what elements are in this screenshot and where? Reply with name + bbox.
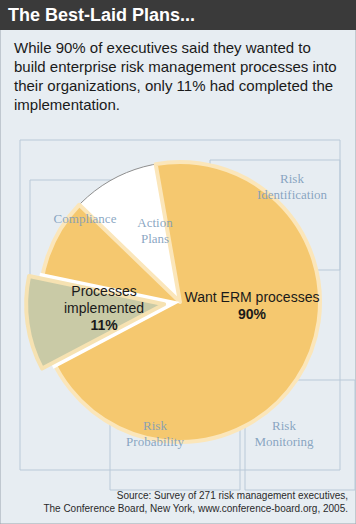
svg-text:Identification: Identification: [257, 187, 328, 202]
svg-text:Want ERM processes: Want ERM processes: [185, 289, 320, 305]
svg-text:Risk: Risk: [280, 171, 304, 186]
svg-text:While 90% of executives said t: While 90% of executives said they wanted…: [14, 39, 315, 56]
svg-text:Source: Survey of 271 risk man: Source: Survey of 271 risk management ex…: [117, 490, 348, 501]
svg-text:Compliance: Compliance: [54, 211, 117, 226]
svg-text:90%: 90%: [238, 306, 267, 322]
svg-text:The Conference Board, New York: The Conference Board, New York, www.conf…: [43, 503, 348, 514]
svg-text:Probability: Probability: [126, 434, 184, 449]
svg-text:Plans: Plans: [141, 231, 169, 246]
svg-text:build enterprise risk manageme: build enterprise risk management process…: [14, 58, 341, 75]
svg-text:11%: 11%: [90, 317, 118, 333]
svg-text:implemented: implemented: [64, 300, 144, 316]
svg-text:Monitoring: Monitoring: [254, 434, 314, 449]
svg-text:The Best-Laid Plans...: The Best-Laid Plans...: [8, 5, 195, 25]
svg-text:Risk: Risk: [143, 418, 167, 433]
svg-text:implementation.: implementation.: [14, 96, 120, 113]
svg-text:Action: Action: [137, 215, 173, 230]
svg-text:Risk: Risk: [272, 418, 296, 433]
svg-text:Processes: Processes: [71, 283, 136, 299]
svg-text:their organizations, only 11%: their organizations, only 11% had comple…: [14, 77, 337, 94]
